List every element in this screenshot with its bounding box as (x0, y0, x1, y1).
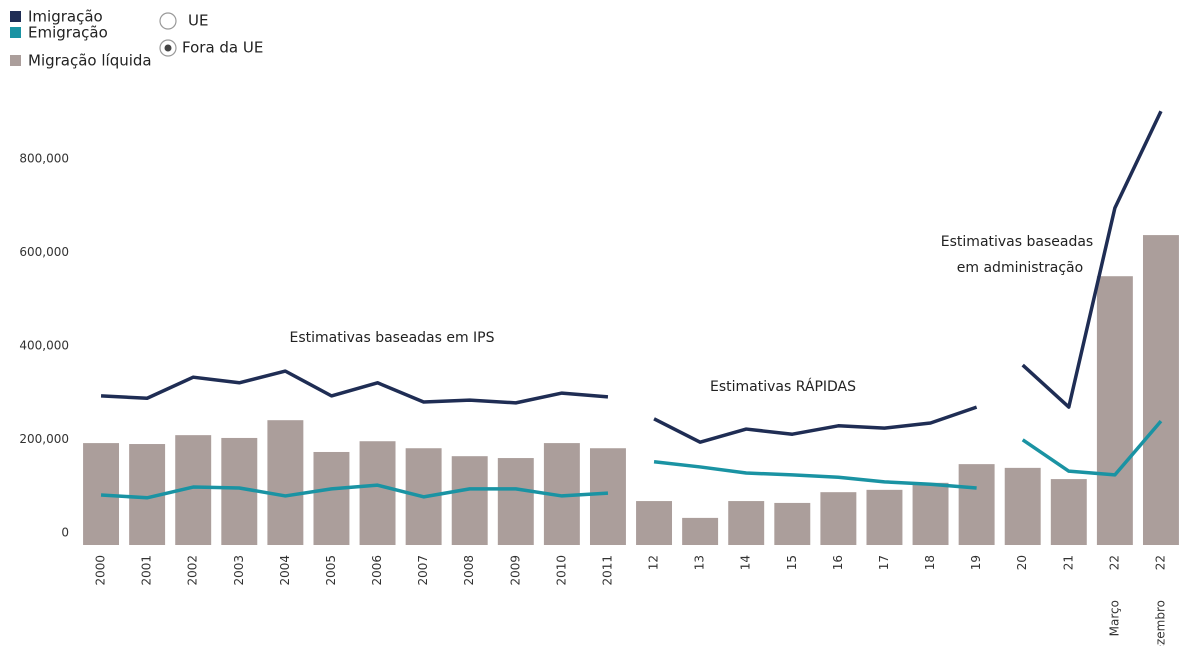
line (653, 460, 977, 490)
x-tick-label: 19 (969, 555, 983, 570)
x-tick-label: 2011 (600, 555, 614, 586)
bar (682, 517, 719, 545)
line (1021, 419, 1163, 477)
radio-dot[interactable] (164, 44, 172, 52)
x-tick-label: 16 (831, 555, 845, 570)
x-tick-label: 2009 (508, 555, 522, 586)
x-tick-label: 21 (1061, 555, 1075, 570)
line (100, 483, 609, 500)
bar (1004, 467, 1041, 545)
legend-swatch (10, 11, 21, 22)
bar (728, 501, 765, 545)
bar (1096, 276, 1133, 545)
x-tick-label: 14 (739, 555, 753, 570)
y-tick-label: 400,000 (19, 339, 69, 353)
radio-button[interactable] (159, 12, 177, 30)
line (1021, 110, 1163, 409)
annotation: em administração (957, 260, 1083, 276)
x-tick-label: 2008 (462, 555, 476, 586)
x-tick-label: 15 (785, 555, 799, 570)
x-tick-label: 2010 (554, 555, 568, 586)
bar (359, 441, 396, 545)
legend-label: Migração líquida (28, 52, 152, 70)
x-tick-label: 17 (877, 555, 891, 570)
y-tick-label: 0 (61, 526, 69, 540)
x-tick-label: 2003 (232, 555, 246, 586)
x-tick-label: 22 (1153, 555, 1167, 570)
annotation: Estimativas baseadas em IPS (289, 330, 494, 346)
bar (820, 492, 857, 545)
bar (958, 464, 995, 545)
x-tick-label: 2007 (416, 555, 430, 586)
annotation: Estimativas baseadas (941, 234, 1093, 250)
radio-label[interactable]: UE (188, 12, 208, 30)
x-tick-label: 18 (923, 555, 937, 570)
bar (497, 458, 534, 545)
x-tick-sublabel: Março (1107, 600, 1121, 636)
y-tick-label: 200,000 (19, 432, 69, 446)
bar (1142, 235, 1179, 545)
bar (589, 448, 626, 545)
y-tick-label: 600,000 (19, 245, 69, 259)
x-tick-sublabel: Dezembro (1153, 600, 1167, 646)
x-tick-label: 12 (647, 555, 661, 570)
y-tick-label: 800,000 (19, 152, 69, 166)
x-tick-label: 22 (1107, 555, 1121, 570)
radio-label[interactable]: Fora da UE (182, 39, 263, 57)
legend-swatch (10, 27, 21, 38)
bar (313, 451, 350, 545)
legend-label: Emigração (28, 24, 108, 42)
x-tick-label: 13 (693, 555, 707, 570)
bar (636, 501, 673, 545)
bar (866, 489, 903, 545)
bar (1050, 479, 1087, 545)
legend-label: Imigração (28, 8, 103, 26)
bar (451, 456, 488, 545)
x-tick-label: 2002 (186, 555, 200, 586)
legend-swatch (10, 55, 21, 66)
x-tick-label: 2005 (324, 555, 338, 586)
x-tick-label: 2000 (94, 555, 108, 586)
x-tick-label: 2001 (140, 555, 154, 586)
bar (912, 482, 949, 545)
bar (267, 420, 304, 545)
x-tick-label: 2006 (370, 555, 384, 586)
bar (774, 502, 811, 545)
x-tick-label: 20 (1015, 555, 1029, 570)
x-tick-label: 2004 (278, 555, 292, 586)
line (653, 405, 978, 444)
annotation: Estimativas RÁPIDAS (710, 378, 856, 395)
line (100, 369, 609, 405)
